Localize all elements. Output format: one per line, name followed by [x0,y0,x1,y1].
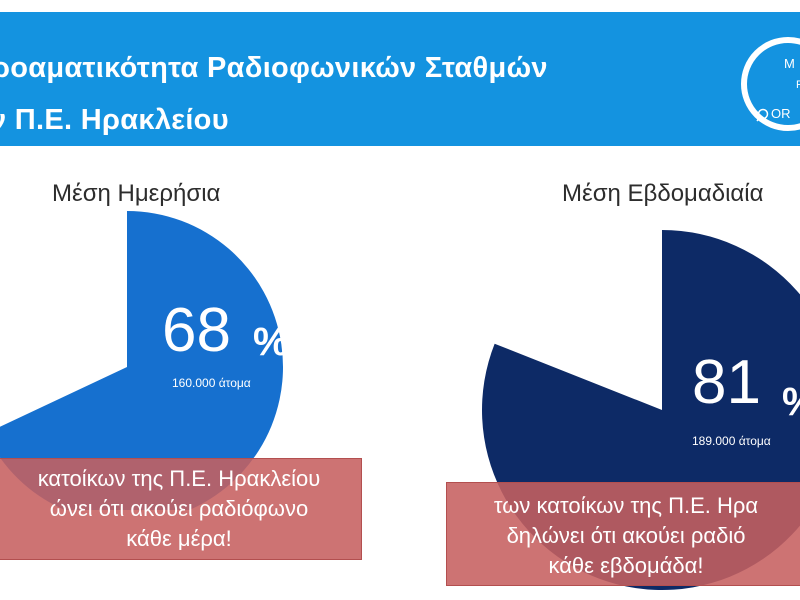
daily-percent-value: 68 [162,296,231,365]
daily-pie-slice [0,211,284,510]
weekly-caption-line-1: των κατοίκων της Π.Ε. Ηρα [493,493,759,518]
daily-caption-line-3: κάθε μέρα! [126,526,232,551]
daily-pie-chart [0,211,284,510]
badge-letters-bottom: OR [771,106,791,121]
weekly-caption-line-2: δηλώνει ότι ακούει ραδιό [506,523,746,548]
daily-caption-line-1: κατοίκων της Π.Ε. Ηρακλείου [37,466,321,491]
badge-letter-top: M [784,56,795,71]
daily-caption-line-2: ώνει ότι ακούει ραδιόφωνο [49,496,309,521]
weekly-caption-box: των κατοίκων της Π.Ε. Ηρα δηλώνει ότι ακ… [446,482,800,586]
magnifier-logo-icon: M F OR [741,37,800,131]
badge-letter-mid: F [796,79,800,91]
weekly-percent-value: 81 [692,348,761,417]
weekly-caption-line-3: κάθε εβδομάδα! [548,553,704,578]
daily-caption-box: κατοίκων της Π.Ε. Ηρακλείου ώνει ότι ακο… [0,458,362,560]
daily-percent-sign: % [253,320,289,364]
weekly-percent-sign: % [782,382,800,422]
header-banner: ροαματικότητα Ραδιοφωνικών Σταθμών ν Π.Ε… [0,12,800,146]
page-title-line-2: ν Π.Ε. Ηρακλείου [0,104,229,136]
page-title-line-1: ροαματικότητα Ραδιοφωνικών Σταθμών [0,52,548,84]
weekly-chart-title: Μέση Εβδομαδιαία [562,180,764,207]
weekly-people-count: 189.000 άτομα [692,434,771,448]
daily-chart-title: Μέση Ημερήσια [52,180,221,207]
daily-people-count: 160.000 άτομα [172,376,251,390]
